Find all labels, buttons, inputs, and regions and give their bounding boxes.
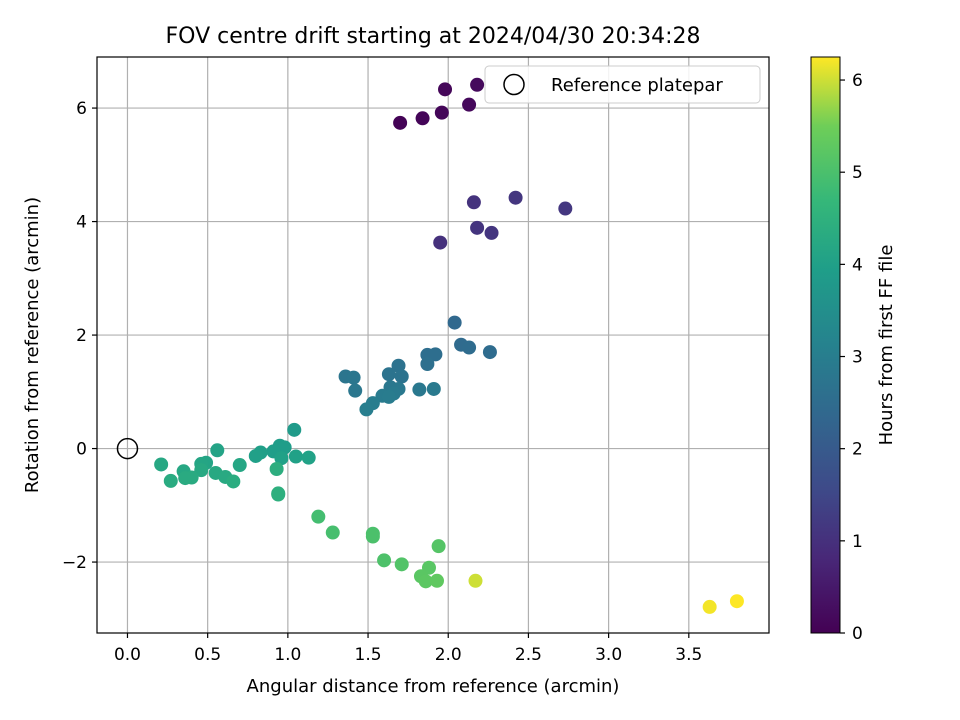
scatter-point [431,539,446,554]
colorbar-tick-label: 4 [852,255,863,275]
scatter-point [412,382,427,397]
scatter-point [433,235,448,250]
scatter-point [210,443,225,458]
legend-box [484,65,761,104]
scatter-point [271,486,286,501]
y-axis-label: Rotation from reference (arcmin) [22,197,43,493]
scatter-point [482,345,497,360]
scatter-point [415,111,430,126]
scatter-point [508,190,523,205]
scatter-point [194,463,209,478]
plot-frame [96,56,770,634]
scatter-point [430,573,445,588]
y-tick-label: 0 [76,440,87,460]
legend-entry: Reference platepar [551,75,723,96]
scatter-point [466,195,481,210]
scatter-point [484,225,499,240]
scatter-point [394,369,409,384]
scatter-point [311,509,326,524]
colorbar-axis: 0 1 2 3 4 5 6 [840,71,863,644]
scatter-point [470,77,485,92]
legend: Reference platepar [484,65,761,104]
legend-marker [503,73,525,96]
y-tick-label: 6 [76,99,87,119]
scatter-point [462,97,477,112]
x-tick-label: 2.0 [435,645,462,665]
scatter-point [178,471,193,486]
scatter-point [438,82,453,97]
x-axis-label: Angular distance from reference (arcmin) [247,676,620,697]
x-tick-label: 0.0 [114,645,141,665]
scatter-point [346,370,361,385]
scatter-point [394,557,409,572]
colorbar-label: Hours from first FF file [876,245,897,446]
y-tick-label: −2 [62,553,87,573]
scatter-point [163,473,178,488]
scatter-point [393,115,408,130]
scatter-point [248,448,263,463]
scatter-series [154,77,744,614]
scatter-point [558,201,573,216]
chart-title: FOV centre drift starting at 2024/04/30 … [166,24,701,49]
scatter-point [277,440,292,455]
scatter-point [232,458,247,473]
x-tick-label: 0.5 [194,645,221,665]
scatter-point [274,451,289,466]
x-tick-label: 2.5 [515,645,542,665]
scatter-point [325,525,340,540]
scatter-point [287,422,302,437]
scatter-point [365,529,380,544]
colorbar-tick-label: 1 [852,532,863,552]
scatter-point [702,599,717,614]
x-tick-label: 3.0 [595,645,622,665]
scatter-point [729,594,744,609]
colorbar-tick-label: 5 [852,163,863,183]
scatter-point [447,315,462,330]
scatter-point [381,367,396,382]
scatter-point [391,358,406,373]
scatter-point [348,383,363,398]
colorbar-tick-label: 3 [852,348,863,368]
scatter-point [462,340,477,355]
scatter-point [381,389,396,404]
x-tick-label: 3.5 [675,645,702,665]
colorbar-tick-label: 6 [852,71,863,91]
scatter-point [359,402,374,417]
colorbar-tick-label: 2 [852,440,863,460]
scatter-point [377,553,392,568]
y-tick-label: 4 [76,213,87,233]
scatter-point [428,347,443,362]
reference-platepar-marker [116,437,139,460]
x-tick-label: 1.5 [355,645,382,665]
scatter-point [470,220,485,235]
scatter-point [434,105,449,120]
scatter-point [418,574,433,589]
scatter-point [226,474,241,489]
x-tick-label: 1.0 [274,645,301,665]
x-axis: 0.0 0.5 1.0 1.5 2.0 2.5 3.0 3.5 [114,633,702,665]
grid [97,57,769,633]
scatter-point [269,461,284,476]
scatter-point [301,450,316,465]
scatter-point [426,381,441,396]
scatter-point [288,449,303,464]
y-axis: −2 0 2 4 6 [62,99,97,573]
y-tick-label: 2 [76,326,87,346]
colorbar-tick-label: 0 [852,624,863,644]
colorbar [810,56,841,634]
scatter-point [154,457,169,472]
scatter-point [468,573,483,588]
scatter-point [420,357,435,372]
